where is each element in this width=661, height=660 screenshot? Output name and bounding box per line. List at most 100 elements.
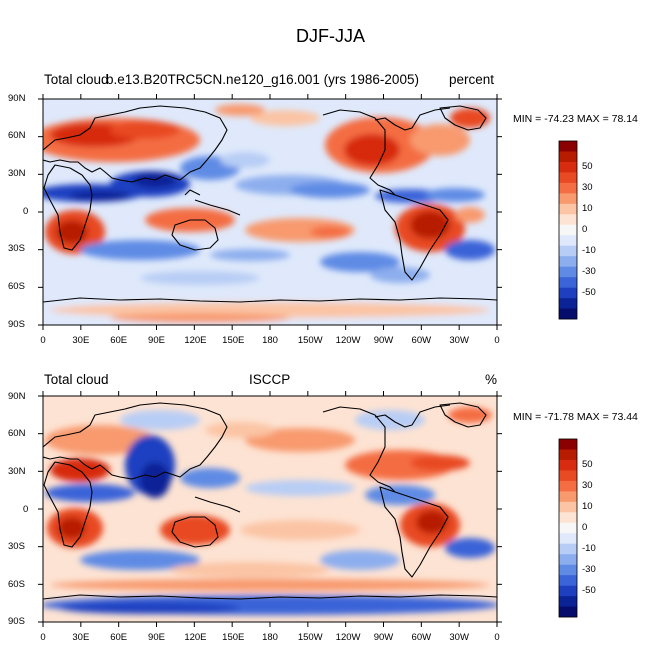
lon-label: 0 — [494, 335, 500, 346]
colorbar-swatch — [559, 543, 577, 555]
colorbar-swatch — [559, 151, 577, 163]
colorbar-swatch — [559, 256, 577, 267]
lat-label: 90S — [8, 319, 25, 330]
colorbar-label: -10 — [582, 244, 596, 256]
colorbar-label: 50 — [582, 161, 593, 173]
colorbar-label: 50 — [582, 459, 593, 471]
colorbar-swatch — [559, 512, 577, 524]
panel-1-right-label: percent — [449, 72, 495, 87]
panel-1-center-label: b.e13.B20TRC5CN.ne120_g16.001 (yrs 1986-… — [106, 72, 419, 87]
panel-2-right-label: % — [485, 372, 498, 387]
colorbar-swatch — [559, 522, 577, 534]
colorbar-swatch — [559, 308, 577, 320]
colorbar-swatch — [559, 161, 577, 173]
panel-2-stats: MIN = -71.78 MAX = 73.44 — [513, 411, 638, 423]
lon-label: 0 — [40, 632, 46, 643]
lat-label: 0 — [23, 504, 29, 515]
lon-label: 150E — [222, 335, 245, 346]
colorbar-swatch — [559, 298, 577, 309]
colorbar-label: -30 — [582, 265, 596, 277]
panel-1-left-label: Total cloud — [44, 72, 109, 87]
lon-label: 60W — [411, 335, 432, 346]
lon-label: 60E — [110, 335, 128, 346]
lat-label: 90S — [8, 616, 25, 627]
colorbar-swatch — [559, 214, 577, 226]
colorbar-swatch — [559, 606, 577, 618]
lat-label: 30S — [8, 243, 25, 254]
colorbar-swatch — [559, 575, 577, 586]
lon-label: 150W — [297, 632, 323, 643]
colorbar-frame — [558, 438, 578, 618]
lat-label: 90N — [8, 391, 26, 402]
panel-1-stats: MIN = -74.23 MAX = 78.14 — [513, 113, 638, 125]
lat-label: 0 — [23, 206, 29, 217]
axis-ticks — [38, 94, 502, 627]
colorbar-swatch — [559, 470, 577, 482]
lon-label: 30E — [72, 632, 90, 643]
colorbar-swatch — [559, 277, 577, 288]
colorbar-swatch — [559, 287, 577, 299]
panel-2-left-label: Total cloud — [44, 372, 109, 387]
colorbar-label: 10 — [582, 203, 593, 215]
lon-label: 120W — [335, 335, 361, 346]
colorbar-label: 0 — [582, 224, 588, 235]
lat-label: 60N — [8, 130, 26, 141]
lon-label: 60E — [110, 632, 128, 643]
lon-label: 90E — [148, 632, 165, 643]
lat-label: 30N — [8, 466, 26, 477]
colorbar-swatch — [559, 491, 577, 503]
colorbar-swatch — [559, 596, 577, 607]
colorbar-swatch — [559, 564, 577, 576]
colorbar-frame — [558, 140, 578, 320]
colorbar-swatch — [559, 439, 577, 450]
colorbar-swatch — [559, 193, 577, 205]
lon-label: 0 — [494, 632, 500, 643]
colorbar-label: 30 — [582, 480, 593, 492]
colorbar-swatch — [559, 245, 577, 257]
colorbar-swatch — [559, 449, 577, 461]
colorbar-label: -10 — [582, 542, 596, 554]
lon-label: 150E — [222, 632, 245, 643]
lon-label: 120E — [184, 632, 207, 643]
lat-label: 30N — [8, 168, 26, 179]
colorbar-swatch — [559, 172, 577, 184]
lon-label: 30W — [449, 335, 469, 346]
colorbar-swatch — [559, 266, 577, 278]
lat-label: 60S — [8, 281, 25, 292]
lon-label: 180 — [262, 632, 278, 643]
colorbar-swatch — [559, 480, 577, 492]
colorbar-swatch — [559, 554, 577, 565]
colorbar-swatch — [559, 182, 577, 194]
lat-label: 60S — [8, 579, 25, 590]
lon-label: 90W — [373, 335, 394, 346]
lon-label: 150W — [297, 335, 323, 346]
colorbar-label: 0 — [582, 522, 588, 533]
colorbar-swatch — [559, 533, 577, 545]
lon-label: 120W — [335, 632, 361, 643]
colorbar-swatch — [559, 459, 577, 471]
lat-label: 90N — [8, 93, 26, 104]
lon-label: 30E — [72, 335, 90, 346]
colorbar-swatch — [559, 224, 577, 236]
colorbar-label: 30 — [582, 182, 593, 194]
colorbar-label: -30 — [582, 563, 596, 575]
panel-2-map — [43, 396, 497, 622]
lon-label: 120E — [184, 335, 207, 346]
lon-label: 60W — [411, 632, 432, 643]
lon-label: 30W — [449, 632, 469, 643]
panel-1-map — [43, 99, 497, 325]
lon-label: 180 — [262, 335, 278, 346]
lon-label: 0 — [40, 335, 46, 346]
panel-2-center-label: ISCCP — [249, 372, 291, 387]
colorbar-swatch — [559, 585, 577, 597]
colorbar-label: 10 — [582, 501, 593, 513]
colorbar-swatch — [559, 203, 577, 215]
colorbars — [558, 140, 578, 618]
lon-label: 90E — [148, 335, 165, 346]
colorbar-label: -50 — [582, 584, 596, 596]
lon-label: 90W — [373, 632, 394, 643]
colorbar-swatch — [559, 235, 577, 247]
colorbar-label: -50 — [582, 286, 596, 298]
figure-title: DJF-JJA — [296, 26, 365, 46]
